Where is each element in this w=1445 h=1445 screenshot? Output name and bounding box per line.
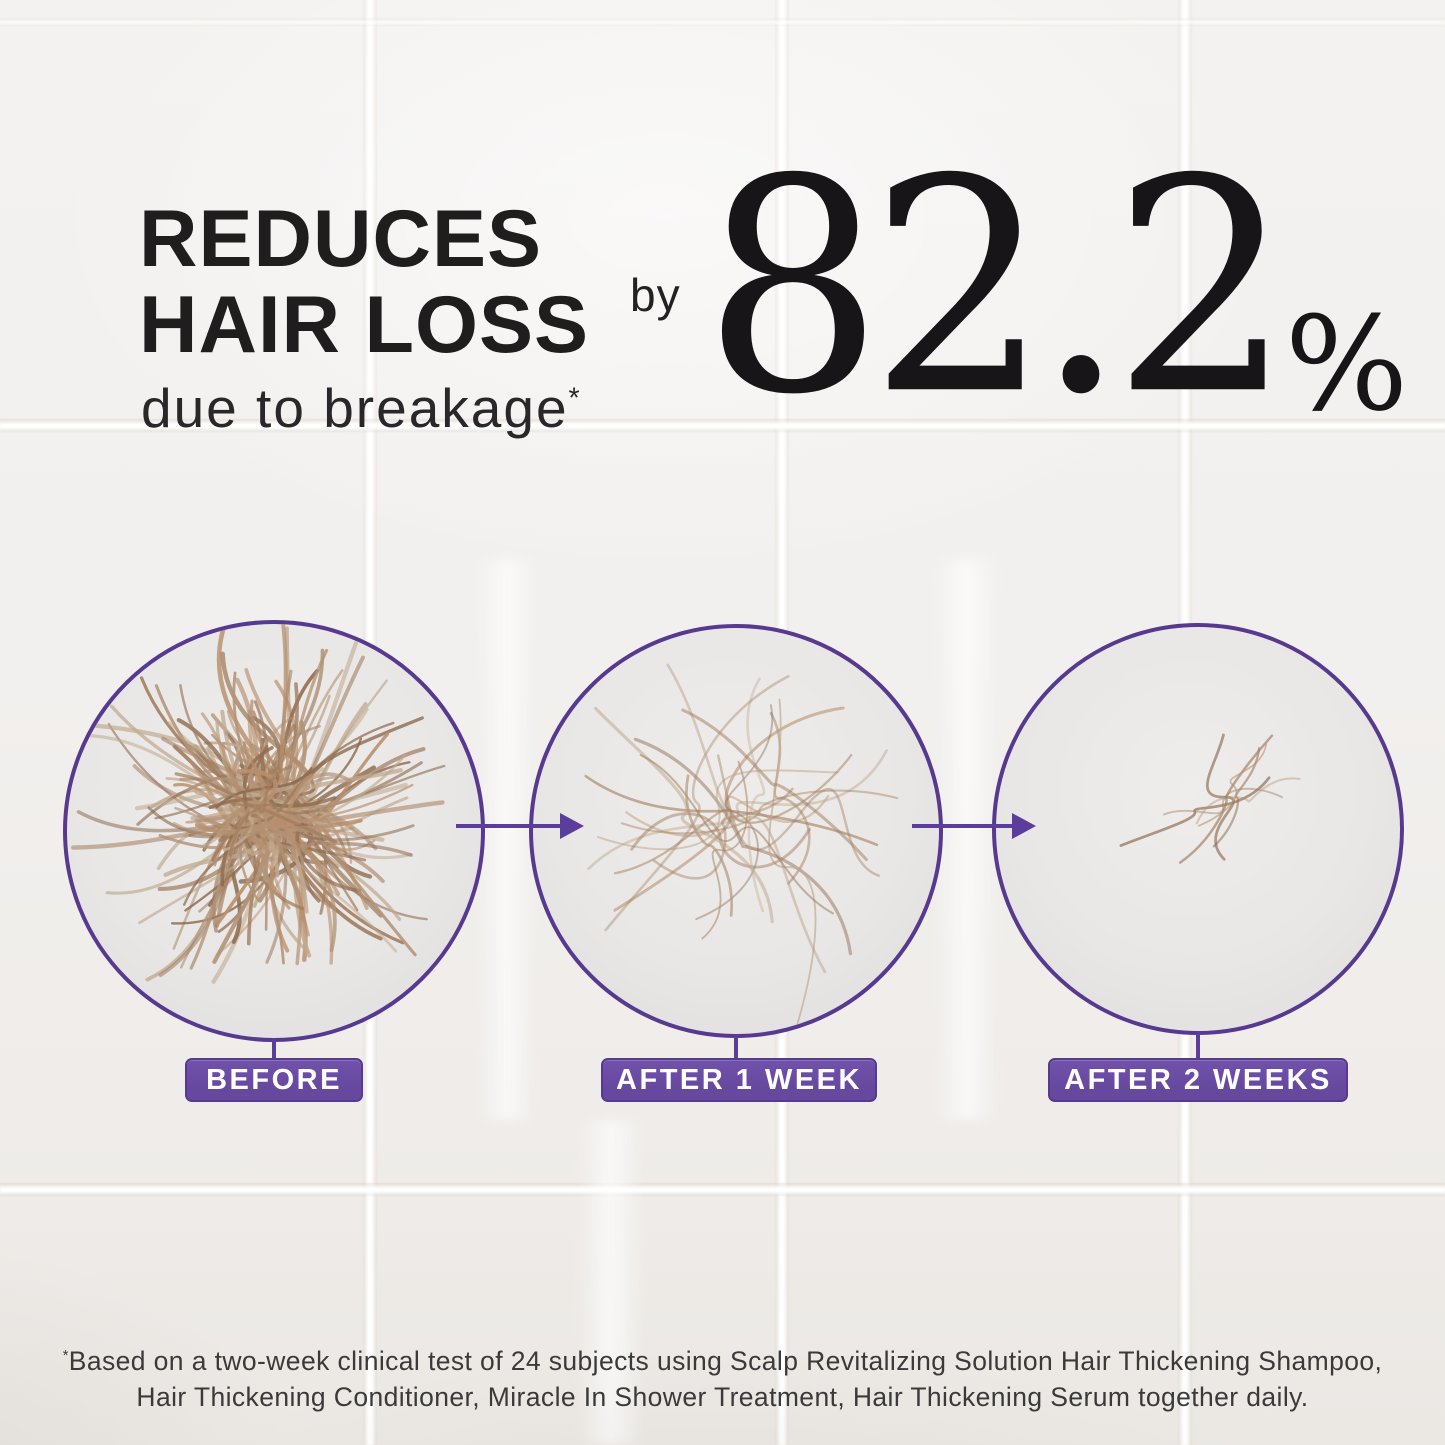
headline: REDUCES HAIR LOSS bbox=[139, 196, 589, 368]
after-2-weeks-photo-circle bbox=[992, 623, 1404, 1035]
hair-clump-before-illustration bbox=[71, 624, 446, 984]
tile-sheen bbox=[936, 560, 998, 1120]
arrow-head bbox=[560, 813, 584, 839]
footnote-marker: * bbox=[568, 382, 580, 415]
tile-sheen bbox=[478, 560, 536, 1120]
tile-grout-horizontal bbox=[0, 419, 1445, 432]
stage-label-after-1-week: AFTER 1 WEEK bbox=[601, 1058, 877, 1102]
tile-sheen bbox=[578, 1120, 644, 1445]
label-connector bbox=[734, 1034, 738, 1064]
right-arrow-icon bbox=[912, 812, 1036, 840]
subline-text: due to breakage bbox=[141, 377, 569, 439]
footnote: *Based on a two-week clinical test of 24… bbox=[0, 1338, 1445, 1415]
label-connector bbox=[272, 1038, 276, 1064]
stat-unit: % bbox=[1284, 288, 1409, 440]
footnote-line1-text: Based on a two-week clinical test of 24 … bbox=[68, 1345, 1383, 1376]
label-connector bbox=[1196, 1031, 1200, 1064]
tile-grout-horizontal bbox=[0, 18, 1445, 26]
stage-label-text: AFTER 1 WEEK bbox=[616, 1063, 862, 1096]
stage-label-text: AFTER 2 WEEKS bbox=[1064, 1063, 1332, 1096]
stat-value: 82.2 % bbox=[703, 140, 1409, 440]
headline-line2: HAIR LOSS bbox=[139, 280, 590, 370]
arrow-head bbox=[1012, 813, 1036, 839]
after-1-week-photo-circle bbox=[529, 624, 943, 1038]
stat-preposition: by bbox=[630, 269, 681, 321]
stat-digits: 82.2 bbox=[703, 115, 1292, 459]
stage-label-after-2-weeks: AFTER 2 WEEKS bbox=[1048, 1058, 1348, 1102]
headline-subline: due to breakage* bbox=[141, 376, 580, 440]
footnote-line2: Hair Thickening Conditioner, Miracle In … bbox=[136, 1381, 1309, 1412]
footnote-marker: * bbox=[62, 1348, 69, 1364]
footnote-line1: *Based on a two-week clinical test of 24… bbox=[0, 1338, 1445, 1379]
right-arrow-icon bbox=[456, 812, 584, 840]
tile-grout-horizontal bbox=[0, 1183, 1445, 1196]
before-photo-circle bbox=[63, 620, 485, 1042]
arrow-shaft bbox=[912, 824, 1016, 828]
headline-line1: REDUCES bbox=[139, 194, 543, 284]
hair-clump-week2-illustration bbox=[1119, 733, 1301, 864]
stage-label-before: BEFORE bbox=[185, 1058, 363, 1102]
hair-clump-week1-illustration bbox=[584, 663, 899, 1034]
arrow-shaft bbox=[456, 824, 564, 828]
stage-label-text: BEFORE bbox=[206, 1063, 342, 1096]
